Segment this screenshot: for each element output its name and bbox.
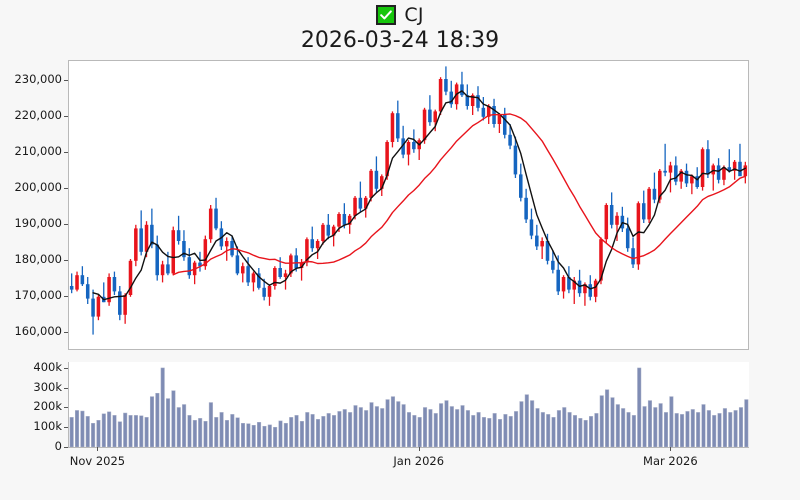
price-tick-label: 210,000 — [14, 143, 62, 158]
volume-tick-label: 100k — [33, 419, 62, 434]
price-tick-label: 180,000 — [14, 251, 62, 266]
price-chart-panel[interactable] — [68, 60, 749, 350]
volume-chart-svg — [69, 367, 749, 447]
price-tick-label: 200,000 — [14, 179, 62, 194]
price-tick-label: 160,000 — [14, 323, 62, 338]
price-tick-label: 170,000 — [14, 287, 62, 302]
price-tick-label: 230,000 — [14, 71, 62, 86]
title-row: CJ — [0, 2, 800, 28]
date-tick-label: Nov 2025 — [69, 454, 126, 468]
price-chart-svg — [69, 66, 748, 335]
volume-chart-panel[interactable] — [68, 362, 749, 448]
timestamp-label: 2026-03-24 18:39 — [300, 28, 500, 53]
chart-header: CJ 2026-03-24 18:39 — [0, 0, 800, 60]
volume-tick-label: 400k — [33, 359, 62, 374]
ticker-label: CJ — [404, 3, 424, 26]
volume-tick-label: 200k — [33, 399, 62, 414]
date-tick-label: Mar 2026 — [643, 454, 698, 468]
volume-tick-label: 300k — [33, 379, 62, 394]
price-tick-label: 190,000 — [14, 215, 62, 230]
volume-tick-label: 0 — [54, 439, 62, 453]
date-tick-label: Jan 2026 — [393, 454, 445, 468]
price-tick-label: 220,000 — [14, 107, 62, 122]
checked-checkbox-icon[interactable] — [376, 5, 397, 25]
